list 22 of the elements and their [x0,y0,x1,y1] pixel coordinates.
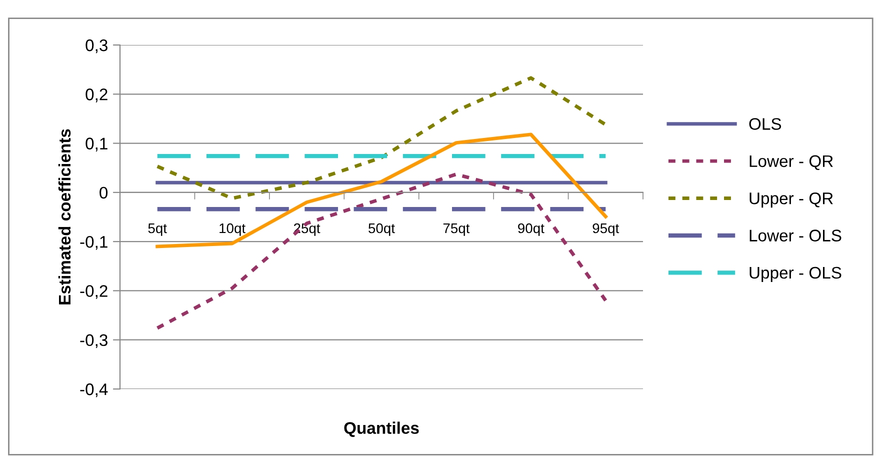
y-tick-label: 0 [100,186,108,199]
legend-label: Upper - QR [750,192,833,208]
legend-label: Lower - QR [750,155,833,170]
x-tick-label: 5qt [148,223,167,236]
y-tick-label: 0,3 [86,39,108,54]
x-axis-title: Quantiles [344,422,419,438]
legend-label: OLS [749,118,782,130]
y-tick-label: -0,4 [80,383,108,398]
y-tick-label: -0,3 [80,334,108,348]
legend-label: Lower - OLS [750,230,842,242]
x-tick-label: 90qt [518,223,544,236]
x-tick-label: 10qt [220,223,246,236]
x-tick-label: 75qt [443,223,470,236]
x-tick-label: 50qt [368,223,395,236]
y-tick-label: -0,1 [80,236,108,250]
y-tick-label: 0,1 [86,138,108,152]
legend-label: Upper - OLS [750,266,842,282]
y-axis-title: Estimated coefficients [58,129,71,304]
line-series [156,76,608,200]
y-tick-label: 0,2 [86,88,108,102]
y-tick-label: -0,2 [80,285,108,299]
x-tick-label: 95qt [592,223,620,236]
